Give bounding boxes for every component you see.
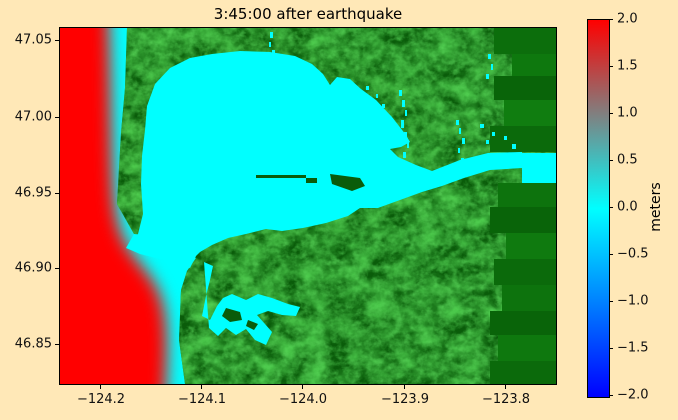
x-tick-mark [404, 385, 405, 389]
colorbar-tick-label: −2.0 [617, 387, 649, 403]
y-tick-mark [55, 117, 59, 118]
colorbar-tick-label: 0.5 [617, 152, 638, 168]
map-plot-area [59, 27, 557, 385]
south-bay-islands [222, 308, 258, 330]
y-tick-label: 47.05 [14, 32, 52, 48]
coarse-grid-blocks [490, 28, 556, 384]
colorbar-tick-label: 1.0 [617, 105, 638, 121]
colorbar-tick-mark [609, 207, 613, 208]
colorbar-tick-mark [609, 348, 613, 349]
x-tick-mark [505, 385, 506, 389]
x-tick-mark [100, 385, 101, 389]
colorbar-tick-mark [609, 66, 613, 67]
colorbar-tick-mark [609, 160, 613, 161]
river-specks [243, 32, 516, 164]
colorbar-tick-label: −1.5 [617, 340, 649, 356]
tsunami-map [60, 28, 556, 384]
page-title: 3:45:00 after earthquake [213, 5, 403, 23]
y-tick-label: 46.95 [14, 185, 52, 201]
y-tick-mark [55, 40, 59, 41]
east-river-block [500, 153, 556, 183]
colorbar-tick-mark [609, 254, 613, 255]
colorbar-axis-label: meters [648, 182, 664, 232]
colorbar-tick-mark [609, 19, 613, 20]
y-tick-label: 46.85 [14, 336, 52, 352]
y-tick-label: 47.00 [14, 109, 52, 125]
y-tick-mark [55, 268, 59, 269]
harbor-water [130, 51, 522, 258]
x-tick-label: −123.8 [481, 392, 531, 407]
x-tick-label: −124.2 [76, 392, 126, 407]
colorbar-tick-mark [609, 301, 613, 302]
colorbar-tick-label: 1.5 [617, 58, 638, 74]
x-tick-mark [302, 385, 303, 389]
x-tick-mark [201, 385, 202, 389]
colorbar-tick-label: 2.0 [617, 11, 638, 27]
x-tick-label: −123.9 [380, 392, 430, 407]
y-tick-mark [55, 193, 59, 194]
x-tick-label: −124.0 [278, 392, 328, 407]
y-tick-mark [55, 344, 59, 345]
colorbar-tick-mark [609, 113, 613, 114]
colorbar-tick-mark [609, 395, 613, 396]
tsunami-wave-band [60, 28, 167, 384]
y-tick-label: 46.90 [14, 260, 52, 276]
colorbar-tick-label: −1.0 [617, 293, 649, 309]
colorbar-gradient [587, 19, 610, 398]
colorbar-tick-label: 0.0 [617, 199, 638, 215]
harbor-islands [256, 174, 365, 191]
x-tick-label: −124.1 [177, 392, 227, 407]
colorbar-tick-label: −0.5 [617, 246, 649, 262]
harbor-entrance-channel [126, 234, 196, 268]
south-bay-water [202, 262, 300, 345]
